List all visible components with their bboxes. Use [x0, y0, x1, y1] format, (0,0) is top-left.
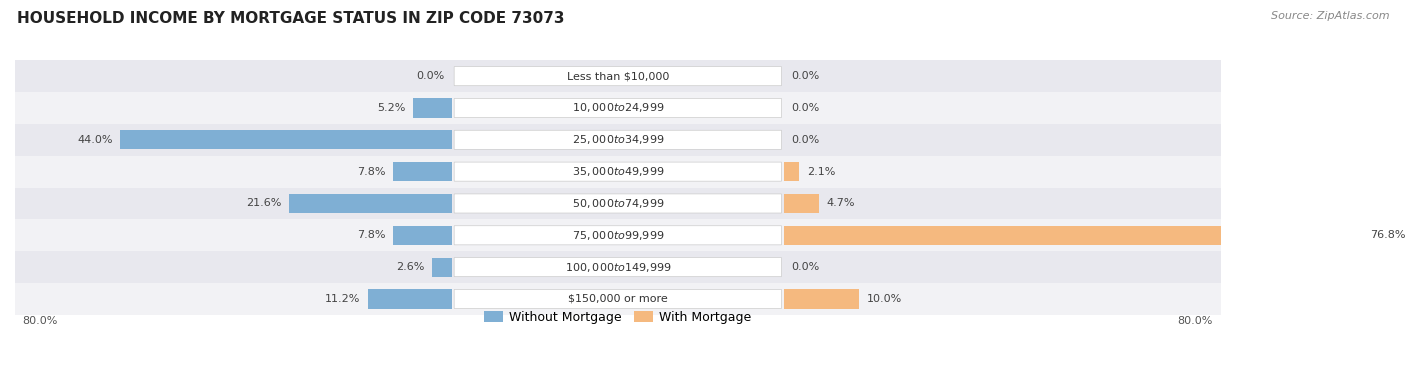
Bar: [433, 257, 453, 277]
FancyBboxPatch shape: [454, 257, 782, 277]
Text: 76.8%: 76.8%: [1369, 230, 1406, 240]
FancyBboxPatch shape: [454, 226, 782, 245]
Text: 5.2%: 5.2%: [377, 103, 405, 113]
Bar: [783, 226, 1362, 245]
Bar: [15, 60, 1220, 92]
Text: $10,000 to $24,999: $10,000 to $24,999: [572, 101, 664, 115]
Text: $25,000 to $34,999: $25,000 to $34,999: [572, 133, 664, 146]
FancyBboxPatch shape: [454, 290, 782, 308]
FancyBboxPatch shape: [454, 98, 782, 118]
Bar: [394, 162, 453, 181]
Text: 80.0%: 80.0%: [1178, 316, 1213, 326]
Bar: [783, 194, 820, 213]
Bar: [15, 219, 1220, 251]
Text: 44.0%: 44.0%: [77, 135, 112, 145]
Bar: [15, 156, 1220, 187]
Text: Source: ZipAtlas.com: Source: ZipAtlas.com: [1271, 11, 1389, 21]
Bar: [15, 251, 1220, 283]
Text: 7.8%: 7.8%: [357, 167, 385, 177]
Bar: [290, 194, 453, 213]
Text: 11.2%: 11.2%: [325, 294, 360, 304]
Text: 0.0%: 0.0%: [792, 135, 820, 145]
Bar: [413, 98, 453, 118]
Bar: [15, 92, 1220, 124]
Text: 0.0%: 0.0%: [792, 71, 820, 81]
Text: 4.7%: 4.7%: [827, 198, 855, 208]
Bar: [121, 130, 453, 149]
FancyBboxPatch shape: [454, 162, 782, 181]
Text: 80.0%: 80.0%: [22, 316, 58, 326]
Text: 21.6%: 21.6%: [246, 198, 281, 208]
FancyBboxPatch shape: [454, 130, 782, 149]
Text: 0.0%: 0.0%: [416, 71, 444, 81]
Text: 0.0%: 0.0%: [792, 262, 820, 272]
FancyBboxPatch shape: [454, 67, 782, 86]
Text: $100,000 to $149,999: $100,000 to $149,999: [564, 261, 671, 274]
Text: 7.8%: 7.8%: [357, 230, 385, 240]
Bar: [15, 187, 1220, 219]
Bar: [15, 124, 1220, 156]
Text: 2.1%: 2.1%: [807, 167, 835, 177]
FancyBboxPatch shape: [454, 194, 782, 213]
Text: HOUSEHOLD INCOME BY MORTGAGE STATUS IN ZIP CODE 73073: HOUSEHOLD INCOME BY MORTGAGE STATUS IN Z…: [17, 11, 564, 26]
Text: $50,000 to $74,999: $50,000 to $74,999: [572, 197, 664, 210]
Text: $75,000 to $99,999: $75,000 to $99,999: [572, 229, 664, 242]
Text: 10.0%: 10.0%: [866, 294, 901, 304]
Text: 0.0%: 0.0%: [792, 103, 820, 113]
Text: Less than $10,000: Less than $10,000: [567, 71, 669, 81]
Text: $150,000 or more: $150,000 or more: [568, 294, 668, 304]
Bar: [15, 283, 1220, 315]
Bar: [783, 162, 800, 181]
Text: 2.6%: 2.6%: [396, 262, 425, 272]
Bar: [367, 290, 453, 308]
Bar: [783, 290, 859, 308]
Bar: [394, 226, 453, 245]
Text: $35,000 to $49,999: $35,000 to $49,999: [572, 165, 664, 178]
Legend: Without Mortgage, With Mortgage: Without Mortgage, With Mortgage: [479, 306, 756, 329]
